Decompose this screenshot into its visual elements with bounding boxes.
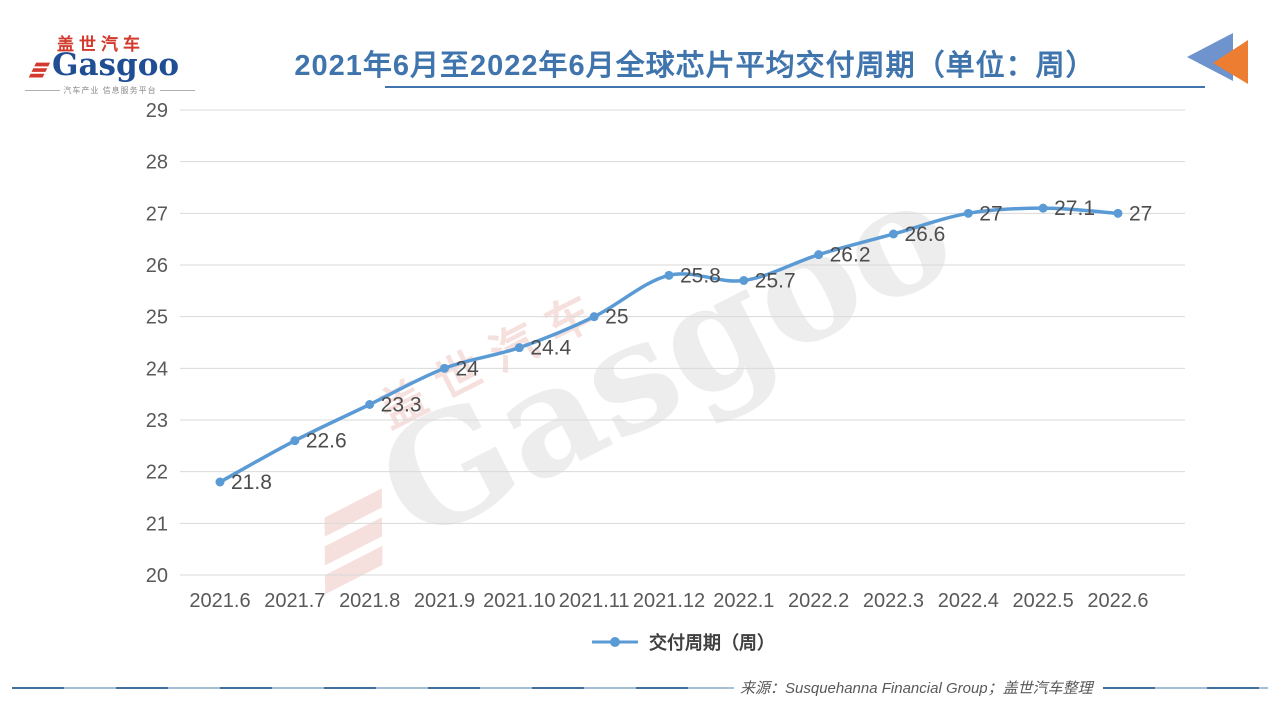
y-axis-tick-label: 28: [146, 152, 168, 174]
y-axis-tick-label: 27: [146, 203, 168, 225]
line-chart: 29 28 27 26 25 24 23 22 21 20 2021.6 2021.7 2021.8 20…: [146, 100, 1185, 612]
data-point-marker: [589, 312, 599, 322]
logo-wordmark: Gasgoo: [52, 47, 180, 83]
title-underline: [385, 86, 1205, 88]
source-divider-left: [12, 687, 734, 689]
x-axis-tick-label: 2021.8: [339, 590, 400, 612]
x-axis-tick-label: 2022.5: [1013, 590, 1074, 612]
data-point-label: 24: [455, 357, 479, 380]
data-point-label: 24.4: [530, 337, 571, 360]
data-point-label: 25: [605, 306, 628, 329]
data-point-marker: [814, 250, 824, 260]
y-axis-tick-label: 25: [146, 307, 168, 329]
data-point-marker: [365, 400, 375, 409]
y-axis-tick-label: 24: [146, 358, 168, 380]
x-axis-tick-label: 2021.9: [414, 590, 475, 612]
data-point-marker: [963, 208, 973, 218]
page-title: 2021年6月至2022年6月全球芯片平均交付周期（单位：周）: [294, 50, 1096, 82]
logo-chinese-name: 盖世汽车: [57, 35, 145, 54]
x-axis-tick-label: 2021.7: [264, 590, 325, 612]
x-axis-tick-label: 2022.2: [788, 590, 849, 612]
rewind-triangles-icon: [1187, 33, 1248, 84]
source-text: 来源：Susquehanna Financial Group；盖世汽车整理: [740, 680, 1093, 697]
data-point-label: 25.8: [680, 264, 721, 287]
chart-legend: 交付周期（周）: [180, 629, 1185, 655]
data-point-marker: [888, 229, 898, 239]
data-point-label: 21.8: [231, 471, 272, 494]
data-point-marker: [739, 276, 749, 285]
x-axis-tick-label: 2022.6: [1087, 590, 1148, 612]
x-axis-tick-label: 2021.12: [633, 590, 705, 612]
data-point-marker: [1113, 208, 1123, 218]
data-point-label: 23.3: [381, 394, 422, 417]
y-axis-tick-label: 20: [146, 565, 168, 587]
x-axis-tick-label: 2022.4: [938, 590, 999, 612]
series-line: [218, 206, 1120, 484]
y-axis-tick-label: 23: [146, 410, 168, 432]
data-point-marker: [1038, 203, 1048, 213]
logo-stripes-icon: [28, 62, 51, 78]
data-point-label: 27: [1129, 202, 1152, 225]
y-axis-tick-label: 26: [146, 255, 168, 277]
legend-label: 交付周期（周）: [649, 633, 775, 653]
data-point-label: 25.7: [755, 270, 796, 293]
data-point-label: 26.6: [904, 223, 945, 246]
y-axis-tick-label: 21: [146, 513, 168, 535]
y-axis-tick-label: 22: [146, 462, 168, 484]
x-axis-tick-label: 2022.3: [863, 590, 924, 612]
data-point-label: 22.6: [306, 430, 347, 453]
y-axis-tick-label: 29: [146, 100, 168, 122]
gasgoo-logo: 盖世汽车 Gasgoo 汽车产业 信息服务平台: [25, 30, 195, 96]
data-point-label: 26.2: [830, 244, 871, 267]
x-axis-tick-label: 2021.11: [559, 590, 630, 612]
logo-tagline: 汽车产业 信息服务平台: [25, 85, 195, 96]
data-point-marker: [215, 477, 225, 487]
data-point-marker: [290, 436, 300, 446]
data-point-marker: [514, 343, 524, 353]
x-axis-tick-label: 2022.1: [713, 590, 774, 612]
data-point-label: 27.1: [1054, 197, 1095, 220]
data-point-label: 27: [979, 202, 1002, 225]
x-axis-tick-label: 2021.6: [189, 590, 250, 612]
data-point-marker: [664, 270, 674, 280]
source-divider-right: [1103, 687, 1268, 689]
legend-line-marker-icon: [592, 637, 638, 647]
data-point-marker: [439, 363, 449, 373]
x-axis-tick-label: 2021.10: [483, 590, 555, 612]
